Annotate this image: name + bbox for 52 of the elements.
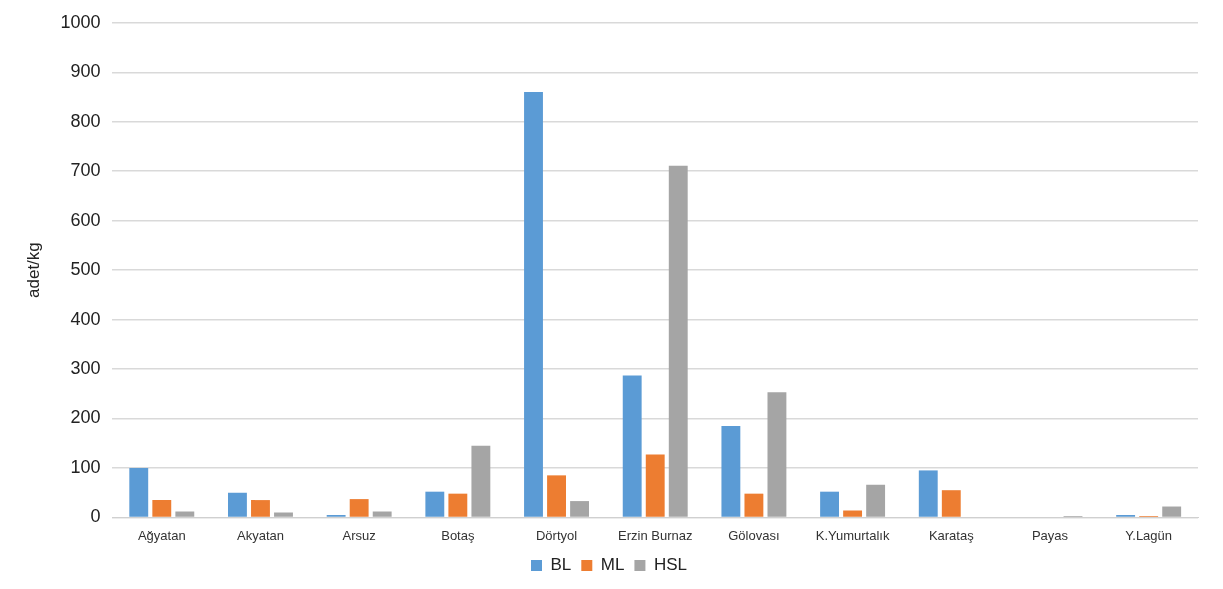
y-tick-label: 300 xyxy=(70,357,101,378)
bar xyxy=(425,491,445,517)
bar xyxy=(251,500,270,517)
bar xyxy=(767,392,787,517)
y-tick-label: 600 xyxy=(70,209,101,230)
bar xyxy=(228,492,247,517)
bar xyxy=(1162,506,1182,517)
y-tick-label: 500 xyxy=(70,259,101,280)
legend-label: ML xyxy=(600,555,625,575)
bar xyxy=(721,425,741,517)
y-tick-label: 900 xyxy=(70,61,101,82)
y-tick-label: 800 xyxy=(70,110,101,131)
bar xyxy=(866,484,886,517)
bar xyxy=(941,490,961,517)
legend-label: BL xyxy=(550,555,572,575)
x-tick-label: Akyatan xyxy=(236,527,284,543)
bar xyxy=(349,499,369,517)
bar xyxy=(645,454,665,517)
bar xyxy=(152,500,172,517)
x-tick-label: Y.Lagün xyxy=(1125,527,1173,543)
bar xyxy=(274,512,293,517)
bar xyxy=(372,511,392,517)
bar xyxy=(547,475,566,517)
bar xyxy=(744,493,764,517)
bar xyxy=(820,491,840,517)
x-tick-label: Dörtyol xyxy=(535,527,578,543)
y-tick-label: 0 xyxy=(90,506,101,527)
x-tick-label: Gölovası xyxy=(728,527,780,543)
x-tick-label: Erzin Burnaz xyxy=(618,527,693,543)
bar xyxy=(570,501,589,517)
y-tick-label: 1000 xyxy=(60,11,101,32)
legend-label: HSL xyxy=(653,555,687,575)
y-tick-label: 400 xyxy=(70,308,101,329)
x-tick-label: Karataş xyxy=(928,527,975,543)
bar xyxy=(524,92,543,517)
x-tick-label: Arsuz xyxy=(342,527,376,543)
x-tick-label: Ağyatan xyxy=(137,527,186,543)
y-axis-title: adet/kg xyxy=(23,242,43,298)
bar xyxy=(668,165,688,517)
bar xyxy=(175,511,195,517)
bar xyxy=(843,510,863,517)
bar xyxy=(448,493,468,517)
y-tick-label: 700 xyxy=(70,160,101,181)
x-tick-label: K.Yumurtalık xyxy=(815,527,890,543)
y-tick-label: 200 xyxy=(70,407,101,428)
y-tick-label: 100 xyxy=(70,456,101,477)
bar xyxy=(622,375,642,517)
bar xyxy=(471,445,491,517)
x-tick-label: Botaş xyxy=(441,527,475,543)
bar xyxy=(918,470,938,517)
x-tick-label: Payas xyxy=(1031,527,1069,543)
bar xyxy=(129,467,149,517)
